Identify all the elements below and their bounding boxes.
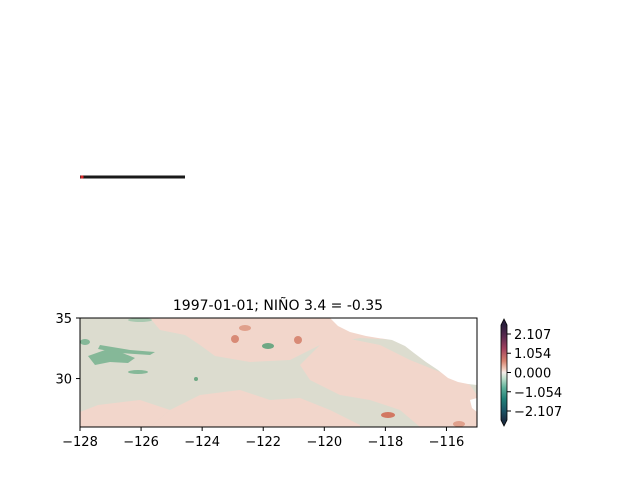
- y-axis: 30 35: [55, 312, 80, 388]
- map-title: 1997-01-01; NIÑO 3.4 = -0.35: [173, 297, 383, 314]
- x-tick-label: −118: [368, 435, 404, 450]
- colorbar-tick-label: 1.054: [514, 347, 551, 362]
- colorbar-extend-bottom: [501, 420, 507, 426]
- cool-region-filament: [98, 345, 155, 355]
- x-tick-label: −124: [184, 435, 220, 450]
- warm-region-southwest: [150, 390, 360, 427]
- warm-region-coastal: [300, 335, 477, 427]
- top-line-panel: [80, 175, 185, 179]
- cool-patch-5: [194, 377, 198, 381]
- colorbar-outline: [500, 318, 508, 427]
- land-mask: [330, 318, 477, 385]
- warm-patch-2: [231, 335, 239, 343]
- heatmap-field: [80, 318, 477, 427]
- warm-patch-1: [239, 325, 251, 331]
- colorbar: 2.107 1.054 0.000 −1.054 −2.107: [500, 318, 562, 427]
- cool-patch-4: [128, 318, 152, 322]
- warm-patch-4: [381, 412, 395, 418]
- y-tick-label: 35: [55, 312, 72, 327]
- top-line-marker: [80, 175, 84, 179]
- x-axis: −128 −126 −124 −122 −120 −118 −116: [62, 427, 464, 450]
- colorbar-tick-label: −2.107: [514, 405, 562, 420]
- cool-anomaly-regions: [80, 318, 274, 381]
- top-line-series: [80, 175, 185, 179]
- x-tick-label: −122: [245, 435, 281, 450]
- colorbar-tick-label: 2.107: [514, 328, 551, 343]
- x-tick-label: −120: [306, 435, 342, 450]
- x-tick-label: −126: [123, 435, 159, 450]
- coast-spur: [470, 398, 477, 412]
- colorbar-tick-label: −1.054: [514, 386, 562, 401]
- cool-patch-1: [80, 339, 90, 345]
- warm-region-west: [80, 400, 170, 427]
- y-tick-label: 30: [55, 373, 72, 388]
- warm-patch-5: [453, 421, 465, 427]
- cool-patch-3: [262, 343, 274, 349]
- warm-patch-3: [294, 336, 302, 344]
- map-frame: [79, 317, 478, 428]
- cool-region-west: [88, 350, 135, 365]
- x-tick-label: −116: [429, 435, 465, 450]
- x-tick-label: −128: [62, 435, 98, 450]
- colorbar-tick-label: 0.000: [514, 367, 551, 382]
- colorbar-body: [501, 325, 507, 420]
- map-panel: 1997-01-01; NIÑO 3.4 = -0.35: [55, 297, 478, 450]
- colorbar-extend-top: [501, 319, 507, 325]
- cool-patch-2: [128, 370, 148, 374]
- colorbar-ticks: 2.107 1.054 0.000 −1.054 −2.107: [507, 328, 562, 420]
